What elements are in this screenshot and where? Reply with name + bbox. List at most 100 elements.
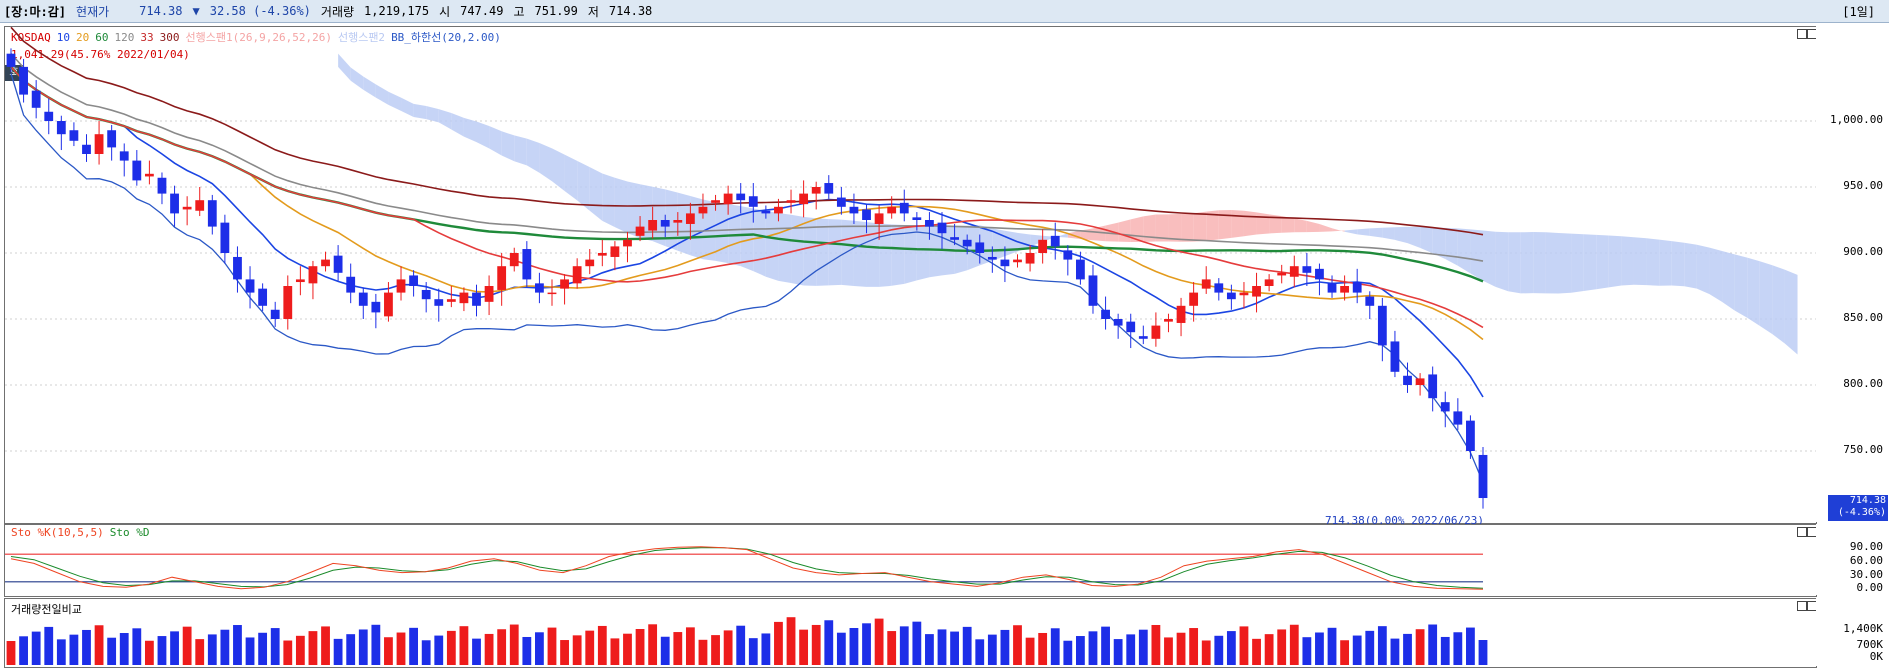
ichimoku-cloud-segment [451, 112, 464, 137]
volume-bar [1327, 627, 1337, 665]
stochastic-minimize-button[interactable] [1797, 527, 1807, 537]
candle-body [384, 292, 393, 317]
current-price: 714.38 [139, 4, 183, 18]
volume-panel[interactable]: 거래량전일비교 [4, 598, 1817, 668]
ichimoku-cloud-segment [879, 223, 892, 287]
candle-body [585, 259, 595, 267]
price-tick-label: 750.00 [1843, 443, 1883, 456]
volume-bar [799, 629, 809, 665]
sto-tick-30: 30.00 [1849, 568, 1883, 581]
high-value: 751.99 [534, 4, 578, 18]
stochastic-legend: Sto %K(10,5,5) Sto %D [11, 526, 155, 539]
volume-bar [233, 625, 242, 665]
volume-bar [572, 635, 582, 665]
legend-span1[interactable]: 선행스팬1(26,9,26,52,26) [185, 31, 332, 44]
candle-body [220, 222, 230, 253]
volume-bar [950, 631, 959, 665]
candle-body [1428, 374, 1438, 399]
candle-body [736, 193, 746, 201]
low-label: 저 [587, 4, 599, 19]
candle-body [1239, 292, 1249, 296]
candle-body [484, 286, 494, 302]
order-button[interactable]: 호 [5, 65, 23, 81]
candle-body [1113, 319, 1123, 326]
candle-body [44, 111, 54, 121]
candle-body [849, 206, 859, 214]
candle-body [1466, 420, 1475, 451]
volume-label: 거래량 [320, 4, 355, 19]
legend-ma120[interactable]: 120 [114, 31, 135, 44]
ichimoku-cloud-segment [1017, 232, 1031, 252]
volume-bar [132, 628, 142, 665]
price-tick-label: 950.00 [1843, 179, 1883, 192]
candle-body [786, 200, 796, 203]
candle-body [937, 222, 947, 234]
volume-bar [94, 625, 104, 665]
price-label: 현재가 [76, 4, 110, 19]
volume-bar [824, 620, 834, 665]
volume-bar [56, 639, 66, 665]
volume-bar [1478, 640, 1488, 665]
ichimoku-cloud-segment [1407, 226, 1421, 248]
legend-span2[interactable]: 선행스팬2 [337, 31, 386, 44]
ichimoku-cloud-segment [1734, 254, 1748, 318]
legend-sto-k[interactable]: Sto %K(10,5,5) [11, 526, 104, 539]
legend-ma300[interactable]: 300 [159, 31, 180, 44]
candle-body [421, 289, 431, 300]
legend-ma60[interactable]: 60 [95, 31, 109, 44]
last-price-label: 714.38(0.00% 2022/06/23) [1325, 514, 1484, 527]
candle-body [434, 299, 444, 306]
candle-body [1075, 259, 1085, 280]
max-price-label: 1,041.29(45.76% 2022/01/04) [11, 48, 190, 61]
legend-kosdaq[interactable]: KOSDAQ [11, 31, 51, 44]
volume-bar [1164, 637, 1173, 665]
volume-minimize-button[interactable] [1797, 601, 1807, 611]
legend-volume[interactable]: 거래량전일비교 [11, 603, 82, 616]
volume-bar [434, 635, 444, 665]
panel-minimize-button[interactable] [1797, 29, 1807, 39]
legend-ma20[interactable]: 20 [76, 31, 90, 44]
ichimoku-cloud-segment [1243, 210, 1257, 237]
candle-body [1403, 375, 1412, 385]
volume-bar [774, 621, 783, 665]
ichimoku-cloud-segment [602, 173, 615, 228]
volume-bar [497, 629, 507, 665]
volume-chart-canvas [6, 617, 1488, 665]
ichimoku-cloud-segment [967, 225, 980, 271]
candle-body [1302, 266, 1312, 273]
ichimoku-cloud-segment [841, 219, 854, 286]
candle-body [107, 130, 117, 148]
volume-bar [509, 624, 519, 665]
ichimoku-cloud-segment [1168, 213, 1182, 242]
legend-ma33[interactable]: 33 [140, 31, 154, 44]
ichimoku-cloud-segment [501, 131, 515, 162]
candle-body [207, 200, 217, 227]
ichimoku-cloud-segment [401, 97, 414, 118]
candle-body [1164, 319, 1173, 322]
legend-ma10[interactable]: 10 [56, 31, 70, 44]
volume-bar [195, 639, 205, 665]
candle-body [1327, 283, 1337, 293]
ichimoku-cloud-segment [1445, 227, 1458, 266]
stochastic-panel[interactable]: Sto %K(10,5,5) Sto %D [4, 524, 1817, 597]
ichimoku-cloud-segment [426, 105, 439, 123]
volume-bar [1038, 632, 1048, 665]
ichimoku-cloud-segment [1520, 232, 1534, 294]
sto-tick-90: 90.00 [1849, 540, 1883, 553]
price-legend: KOSDAQ 10 20 60 120 33 300 선행스팬1(26,9,26,52,26)… [11, 29, 507, 45]
legend-sto-d[interactable]: Sto %D [109, 526, 150, 539]
ichimoku-cloud-segment [1269, 214, 1282, 234]
legend-bb[interactable]: BB_하한선(20,2.00) [391, 31, 501, 44]
ichimoku-cloud-segment [992, 228, 1005, 261]
price-panel[interactable]: KOSDAQ 10 20 60 120 33 300 선행스팬1(26,9,26,52,26)… [4, 26, 1817, 527]
ichimoku-cloud-segment [1143, 214, 1156, 242]
candle-body [1025, 253, 1035, 264]
ichimoku-cloud-segment [1571, 233, 1584, 293]
candle-body [887, 206, 897, 214]
period-selector[interactable]: [1일] [1842, 5, 1875, 19]
ichimoku-cloud-segment [1155, 214, 1169, 242]
volume-bar [937, 629, 947, 665]
volume-bar [761, 633, 771, 665]
volume-bar [1289, 624, 1299, 665]
current-price-tag: 714.38 [1849, 495, 1886, 506]
